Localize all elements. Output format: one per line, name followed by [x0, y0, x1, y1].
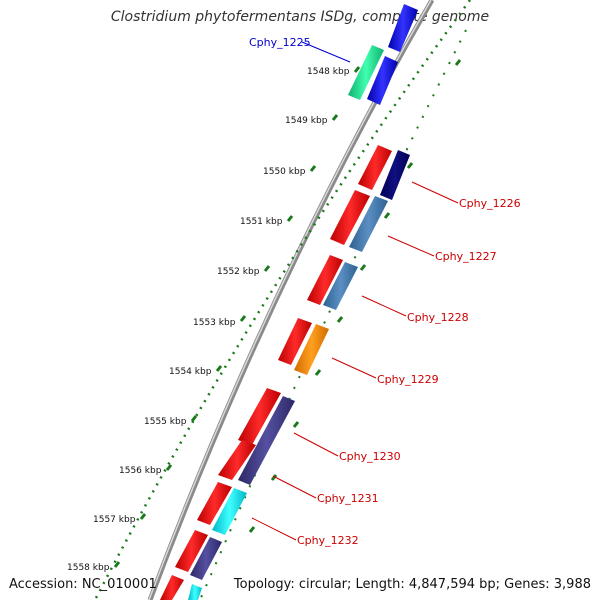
kbp-label: 1556 kbp — [119, 466, 162, 476]
kbp-label: 1549 kbp — [285, 116, 328, 126]
kbp-tick — [165, 464, 173, 471]
gene-feature — [388, 4, 418, 52]
gene-feature — [238, 396, 295, 485]
topology-text: Topology: circular; Length: 4,847,594 bp… — [233, 577, 591, 592]
callout-line-1227 — [387, 235, 435, 257]
gene-label-1225: Cphy_1225 — [249, 36, 311, 49]
gene-feature — [294, 324, 329, 375]
gene-label-1232: Cphy_1232 — [297, 534, 359, 547]
inner-tick — [248, 526, 256, 533]
callout-line-1226 — [411, 181, 459, 204]
gene-label-1230: Cphy_1230 — [339, 450, 401, 463]
inner-tick — [359, 264, 367, 271]
map-title: Clostridium phytofermentans ISDg, comple… — [110, 9, 490, 25]
gene-feature — [197, 482, 232, 525]
gene-label-1227: Cphy_1227 — [435, 250, 497, 263]
gene-features — [160, 4, 418, 600]
kbp-label: 1555 kbp — [144, 417, 187, 427]
kbp-tick — [263, 265, 271, 272]
callout-line-1230 — [293, 432, 339, 457]
kbp-label: 1551 kbp — [240, 217, 283, 227]
kbp-label: 1553 kbp — [193, 318, 236, 328]
gene-feature — [348, 45, 384, 100]
gene-feature — [278, 318, 312, 365]
gene-feature — [323, 262, 358, 310]
inner-tick — [292, 421, 300, 428]
kbp-tick — [190, 415, 198, 422]
gene-feature — [358, 145, 392, 190]
kbp-tick — [239, 315, 247, 322]
gene-label-1231: Cphy_1231 — [317, 492, 379, 505]
gene-feature — [175, 530, 208, 572]
gene-feature — [160, 575, 184, 600]
inner-tick — [406, 162, 414, 169]
genome-backbone-highlight — [148, 0, 432, 600]
callout-line-1228 — [361, 295, 407, 317]
gene-feature — [188, 584, 202, 600]
kbp-tick — [215, 365, 223, 372]
gene-labels: Cphy_1225 Cphy_1226 Cphy_1227 Cphy_1228 … — [249, 36, 521, 547]
outer-tick-track — [93, 0, 472, 600]
kbp-tick — [353, 66, 361, 73]
gene-feature — [349, 196, 388, 252]
gene-feature — [367, 56, 398, 105]
kbp-label: 1550 kbp — [263, 167, 306, 177]
inner-major-ticks — [248, 59, 462, 533]
callout-line-1231 — [272, 475, 317, 499]
gene-feature — [218, 440, 256, 480]
kbp-label: 1554 kbp — [169, 367, 212, 377]
gene-feature — [330, 190, 370, 245]
kbp-tick — [309, 165, 317, 172]
callout-line-1232 — [251, 517, 297, 541]
callout-line-1225 — [301, 41, 351, 63]
inner-tick — [314, 369, 322, 376]
kbp-label: 1552 kbp — [217, 267, 260, 277]
callout-lines — [251, 41, 459, 541]
kbp-label: 1557 kbp — [93, 515, 136, 525]
kbp-tick — [113, 561, 121, 568]
gene-feature — [190, 537, 222, 580]
kbp-tick — [139, 513, 147, 520]
kbp-tick — [286, 215, 294, 222]
kbp-tick — [331, 114, 339, 121]
genome-backbone — [147, 0, 435, 600]
callout-line-1229 — [331, 357, 377, 379]
kbp-labels: 1548 kbp 1549 kbp 1550 kbp 1551 kbp 1552… — [67, 67, 350, 573]
inner-tick — [454, 59, 462, 66]
gene-feature — [212, 488, 247, 535]
major-ticks — [113, 66, 361, 568]
kbp-label: 1548 kbp — [307, 67, 350, 77]
gene-label-1226: Cphy_1226 — [459, 197, 521, 210]
gene-feature — [307, 255, 343, 305]
gene-feature — [238, 388, 281, 445]
gene-label-1229: Cphy_1229 — [377, 373, 439, 386]
kbp-label: 1558 kbp — [67, 563, 110, 573]
gene-label-1228: Cphy_1228 — [407, 311, 469, 324]
inner-tick — [270, 474, 278, 481]
inner-tick — [383, 212, 391, 219]
accession-text: Accession: NC_010001 — [9, 577, 157, 592]
inner-tick — [336, 316, 344, 323]
gene-feature — [380, 150, 410, 200]
